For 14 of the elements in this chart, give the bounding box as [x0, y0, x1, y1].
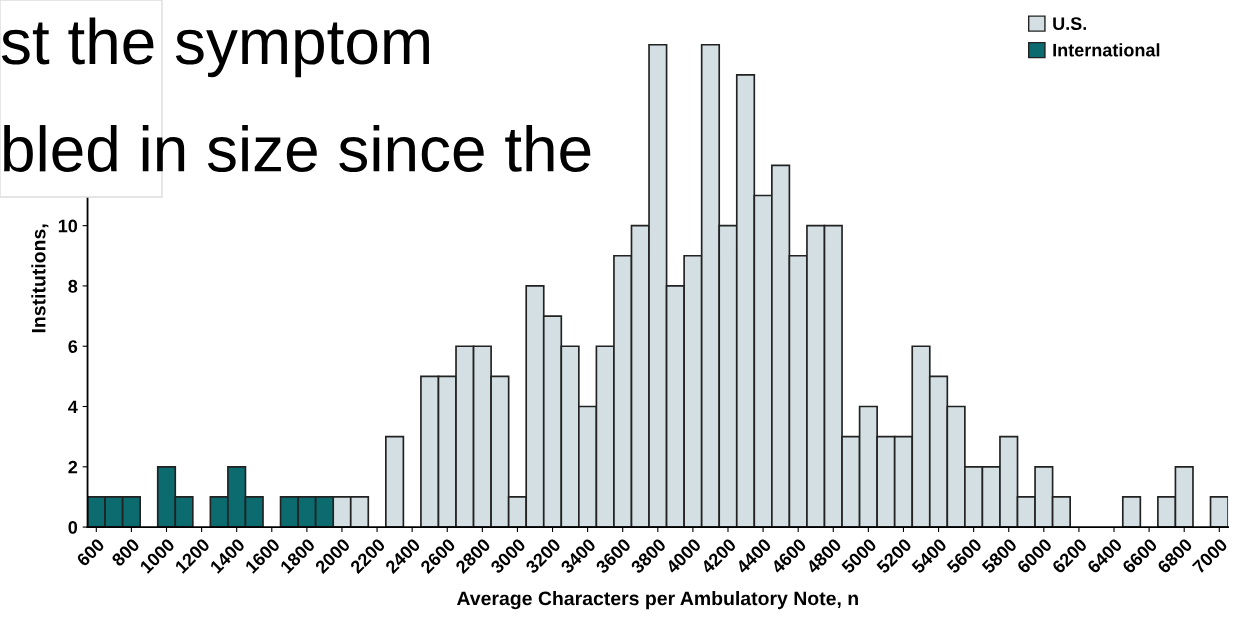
y-tick-label: 6	[68, 340, 78, 353]
x-tick-label: 600	[75, 537, 106, 568]
legend-label: U.S.	[1053, 17, 1087, 31]
y-tick-label: 8	[68, 279, 78, 293]
x-axis-title: Average Characters per Ambulatory Note, n	[456, 591, 858, 610]
y-axis-title: Institutions,	[31, 224, 49, 333]
annotation: st the symptom	[1, 17, 429, 78]
x-tick-label: 800	[110, 537, 141, 568]
annotation: bled in size since the	[4, 125, 591, 172]
y-tick-label: 4	[68, 400, 78, 414]
y-tick-label: 10	[58, 219, 78, 233]
y-tick-label: 0	[68, 521, 78, 534]
legend-label: International	[1053, 43, 1160, 57]
y-tick-label: 2	[68, 460, 78, 474]
